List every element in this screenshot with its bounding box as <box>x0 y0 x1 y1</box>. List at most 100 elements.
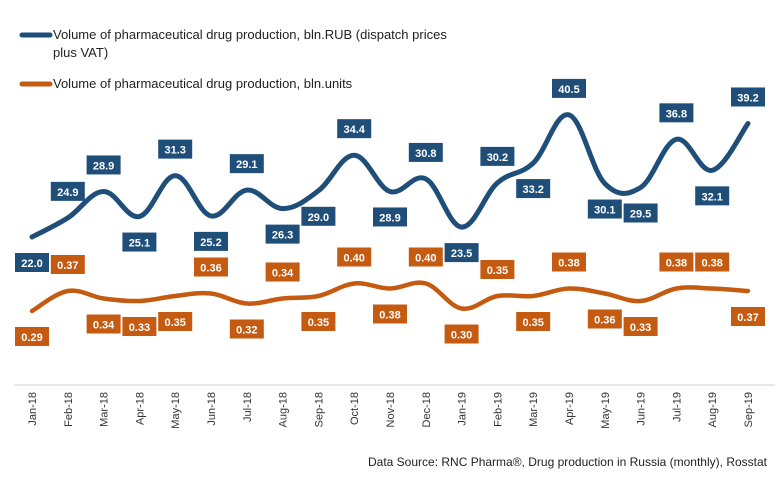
x-tick-label: Jan-19 <box>457 392 469 426</box>
legend: Volume of pharmaceutical drug production… <box>19 27 447 91</box>
rub-data-label: 25.2 <box>194 231 228 251</box>
x-tick-label: May-19 <box>600 392 612 429</box>
units-data-label: 0.40 <box>408 247 443 267</box>
rub-data-label: 29.5 <box>623 203 658 223</box>
data-label-box <box>623 203 658 223</box>
x-tick-label: Feb-18 <box>63 392 75 427</box>
data-label-box <box>659 103 694 123</box>
data-label-text: 0.40 <box>343 253 364 265</box>
data-label-text: 33.2 <box>522 184 543 196</box>
data-label-text: 0.33 <box>630 322 651 334</box>
data-label-box <box>695 186 730 206</box>
units-data-label: 0.38 <box>552 252 586 272</box>
data-label-box <box>659 252 694 272</box>
data-label-text: 39.2 <box>737 92 758 104</box>
data-label-text: 29.0 <box>308 212 329 224</box>
data-label-box <box>229 319 264 339</box>
data-label-text: 30.2 <box>487 152 508 164</box>
x-tick-label: Aug-19 <box>707 392 719 427</box>
units-data-label: 0.35 <box>301 312 336 331</box>
rub-data-label: 25.1 <box>122 232 157 252</box>
series-rub-line <box>29 112 751 240</box>
data-label-box <box>86 155 121 175</box>
data-label-text: 22.0 <box>21 258 42 270</box>
rub-data-label: 30.1 <box>587 199 622 219</box>
data-label-box <box>623 317 658 336</box>
data-label-text: 26.3 <box>272 230 293 242</box>
data-label-box <box>587 309 622 329</box>
data-label-text: 0.38 <box>701 258 722 270</box>
data-label-box <box>158 139 193 159</box>
data-label-box <box>194 257 228 277</box>
data-label-box <box>444 324 479 344</box>
data-label-text: 30.8 <box>415 148 436 160</box>
units-data-label: 0.30 <box>444 324 479 344</box>
data-label-box <box>587 199 622 219</box>
data-label-box <box>122 232 157 252</box>
rub-data-label: 23.5 <box>444 243 479 263</box>
units-data-label: 0.34 <box>265 262 300 282</box>
data-label-box <box>265 262 300 282</box>
x-tick-label: Apr-19 <box>564 392 576 425</box>
series-units-line <box>29 280 751 314</box>
data-label-box <box>229 154 264 174</box>
legend-rub-line2: plus VAT) <box>53 45 108 60</box>
data-label-box <box>337 119 372 139</box>
x-tick-label: Oct-18 <box>349 392 361 425</box>
data-label-box <box>695 252 730 272</box>
source-note: Data Source: RNC Pharma®, Drug productio… <box>368 455 768 469</box>
x-tick-label: Nov-18 <box>385 392 397 427</box>
data-label-box <box>158 312 193 331</box>
data-label-box <box>731 307 765 326</box>
rub-data-label: 28.9 <box>373 207 407 227</box>
units-data-label: 0.33 <box>623 317 658 336</box>
data-label-box <box>408 142 443 162</box>
data-label-text: 0.34 <box>93 320 115 332</box>
data-label-text: 29.5 <box>630 209 651 221</box>
data-label-box <box>50 181 85 201</box>
legend-units-label: Volume of pharmaceutical drug production… <box>53 76 353 91</box>
data-label-text: 0.29 <box>21 332 42 344</box>
data-label-text: 23.5 <box>451 248 472 260</box>
units-data-label: 0.35 <box>480 260 515 279</box>
rub-data-label: 33.2 <box>516 179 551 199</box>
data-label-box <box>731 87 765 107</box>
rub-data-label: 26.3 <box>265 224 300 244</box>
data-label-text: 25.2 <box>200 237 221 249</box>
data-label-text: 0.32 <box>236 325 257 337</box>
rub-data-label: 24.9 <box>50 181 85 201</box>
x-tick-label: May-18 <box>170 392 182 429</box>
data-label-box <box>373 304 407 324</box>
x-tick-label: Feb-19 <box>492 392 504 427</box>
x-tick-label: Sep-18 <box>313 392 325 427</box>
x-tick-label: Aug-18 <box>278 392 290 427</box>
data-label-text: 40.5 <box>558 84 579 96</box>
x-tick-label: Jun-18 <box>206 392 218 426</box>
data-label-text: 0.35 <box>487 265 508 277</box>
rub-data-label: 29.0 <box>301 206 336 226</box>
data-label-box <box>552 252 586 272</box>
data-label-text: 31.3 <box>164 145 185 157</box>
data-label-box <box>516 312 551 331</box>
x-tick-label: Jul-18 <box>242 392 254 422</box>
data-label-box <box>50 255 85 274</box>
data-label-text: 36.8 <box>666 108 687 120</box>
units-data-label: 0.35 <box>158 312 193 331</box>
rub-data-label: 34.4 <box>337 119 372 139</box>
rub-data-label: 31.3 <box>158 139 193 159</box>
data-label-text: 0.38 <box>666 258 687 270</box>
data-label-box <box>15 327 49 346</box>
data-label-text: 0.38 <box>379 310 400 322</box>
units-data-label: 0.29 <box>15 327 49 346</box>
rub-data-label: 30.2 <box>480 146 515 166</box>
data-label-box <box>480 146 515 166</box>
units-data-label: 0.36 <box>587 309 622 329</box>
rub-data-label: 40.5 <box>552 78 586 98</box>
data-label-box <box>516 179 551 199</box>
data-label-box <box>337 247 372 267</box>
x-tick-label: Dec-18 <box>421 392 433 427</box>
data-label-text: 0.30 <box>451 330 472 342</box>
legend-rub-line1: Volume of pharmaceutical drug production… <box>53 27 447 42</box>
data-label-text: 28.9 <box>379 212 400 224</box>
